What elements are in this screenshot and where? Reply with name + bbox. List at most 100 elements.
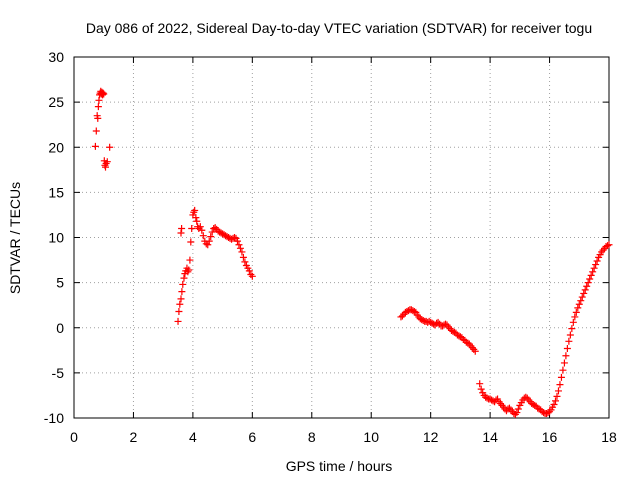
data-point: [589, 268, 597, 276]
x-tick-label: 4: [189, 429, 197, 445]
data-point: [593, 257, 601, 265]
grid: [74, 57, 609, 418]
y-tick-label: 15: [48, 184, 64, 200]
data-point: [562, 352, 570, 360]
data-point: [565, 337, 573, 345]
data-point: [568, 325, 576, 333]
x-tick-label: 10: [363, 429, 379, 445]
x-tick-label: 6: [248, 429, 256, 445]
x-tick-label: 8: [308, 429, 316, 445]
x-axis-label: GPS time / hours: [286, 458, 393, 474]
x-tick-label: 14: [482, 429, 498, 445]
data-point: [91, 142, 99, 150]
data-point: [419, 317, 427, 325]
data-point: [185, 266, 193, 274]
data-point: [433, 319, 441, 327]
data-point: [430, 320, 438, 328]
data-point: [178, 224, 186, 232]
data-point: [578, 293, 586, 301]
data-point: [575, 300, 583, 308]
y-tick-label: 25: [48, 94, 64, 110]
x-tick-label: 0: [70, 429, 78, 445]
data-point: [580, 289, 588, 297]
data-point: [560, 359, 568, 367]
data-points: [91, 87, 613, 418]
data-point: [483, 394, 491, 402]
data-point: [592, 261, 600, 269]
data-point: [180, 274, 188, 282]
data-point: [581, 286, 589, 294]
data-point: [177, 295, 185, 303]
data-point: [590, 264, 598, 272]
data-point: [204, 241, 212, 249]
data-point: [175, 308, 183, 316]
data-point: [100, 90, 108, 98]
data-point: [235, 241, 243, 249]
data-point: [554, 387, 562, 395]
data-point: [207, 233, 215, 241]
data-point: [92, 127, 100, 135]
data-point: [245, 267, 253, 275]
x-tick-label: 12: [423, 429, 439, 445]
data-point: [584, 279, 592, 287]
data-point: [566, 331, 574, 339]
data-point: [410, 308, 418, 316]
y-axis-label: SDTVAR / TECUs: [7, 182, 23, 294]
y-tick-label: -10: [44, 410, 64, 426]
data-point: [476, 380, 484, 388]
data-point: [176, 300, 184, 308]
y-tick-label: 5: [56, 275, 64, 291]
tick-labels: 0 2 4 6 8 10 12 14 16 18 -10 -5 0 5 10 15 20 25 30: [44, 49, 617, 445]
data-point: [574, 304, 582, 312]
data-point: [178, 288, 186, 296]
data-point: [238, 248, 246, 256]
data-point: [198, 226, 206, 234]
data-point: [510, 409, 518, 417]
data-point: [604, 242, 612, 250]
data-point: [471, 347, 479, 355]
data-point: [559, 366, 567, 374]
data-point: [605, 241, 613, 249]
data-point: [587, 271, 595, 279]
data-point: [550, 400, 558, 408]
data-point: [233, 237, 241, 245]
data-point: [504, 405, 512, 413]
data-point: [174, 317, 182, 325]
y-tick-label: 30: [48, 49, 64, 65]
y-tick-label: 10: [48, 230, 64, 246]
data-point: [556, 381, 564, 389]
data-point: [106, 143, 114, 151]
data-point: [572, 308, 580, 316]
data-point: [103, 158, 111, 166]
data-point: [569, 318, 577, 326]
data-point: [196, 223, 204, 231]
data-point: [514, 405, 522, 413]
data-point: [179, 280, 187, 288]
data-point: [94, 103, 102, 111]
data-point: [489, 397, 497, 405]
data-point: [553, 392, 561, 400]
data-point: [193, 217, 201, 225]
chart-title: Day 086 of 2022, Sidereal Day-to-day VTE…: [86, 20, 592, 36]
data-point: [239, 253, 247, 261]
data-point: [577, 297, 585, 305]
data-point: [94, 114, 102, 122]
x-tick-label: 16: [542, 429, 558, 445]
data-point: [552, 397, 559, 405]
data-point: [571, 313, 579, 321]
data-point: [513, 409, 521, 417]
data-point: [191, 206, 199, 214]
data-point: [477, 385, 485, 393]
data-point: [231, 234, 238, 241]
data-point: [557, 373, 565, 381]
data-point: [205, 237, 213, 245]
data-point: [241, 258, 249, 266]
x-tick-label: 18: [601, 429, 617, 445]
data-point: [208, 228, 216, 236]
axis-ticks: [73, 56, 610, 419]
y-tick-label: -5: [52, 365, 65, 381]
data-point: [210, 224, 218, 232]
y-tick-label: 20: [48, 139, 64, 155]
data-point: [186, 256, 194, 264]
